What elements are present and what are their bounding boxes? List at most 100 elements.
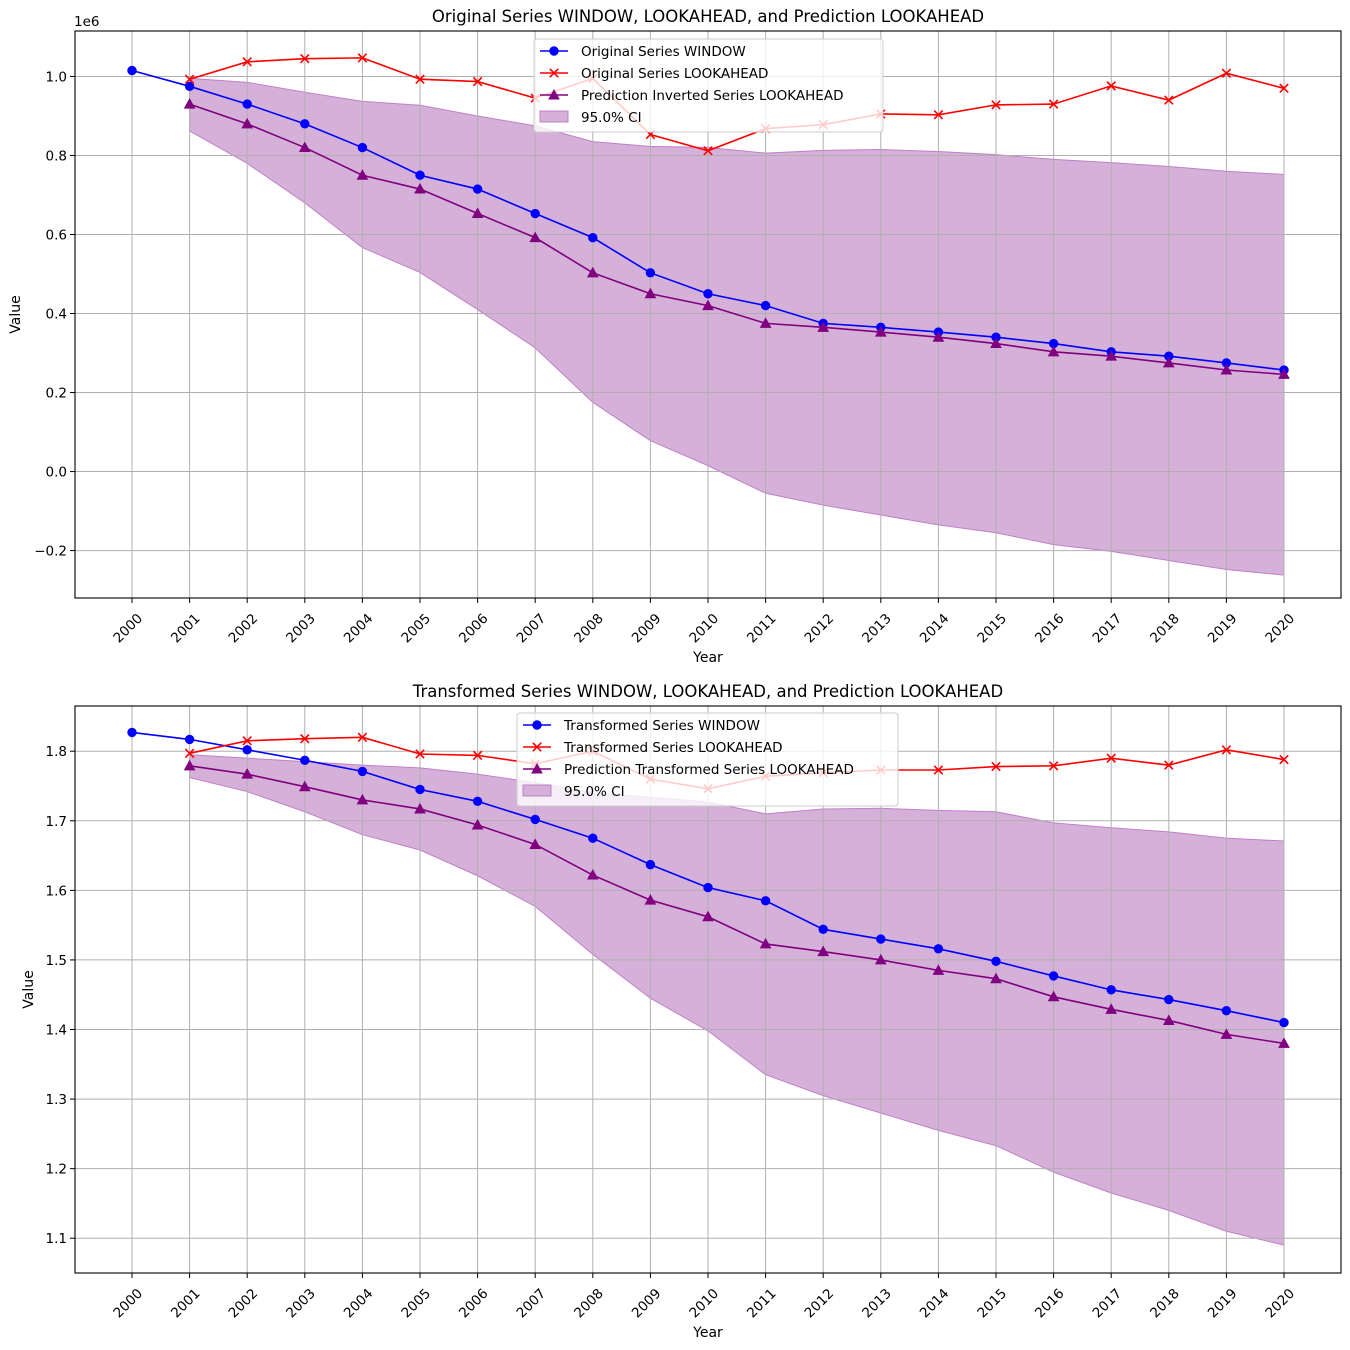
- x-tick-label: 2014: [917, 1286, 953, 1322]
- data-point-0: [184, 748, 195, 759]
- data-point-13: [933, 110, 944, 120]
- data-point-11: [760, 300, 771, 311]
- x-tick-label: 2003: [283, 611, 319, 647]
- x-tick-label: 2007: [514, 611, 550, 647]
- data-point-12: [874, 326, 887, 337]
- data-point-14: [990, 337, 1002, 349]
- legend-entry-4: 95.0% CI: [539, 110, 642, 126]
- chart-panel-2: Transformed Series WINDOW, LOOKAHEAD, an…: [21, 682, 1342, 1341]
- data-point-18: [1221, 68, 1232, 79]
- data-point-7: [530, 208, 540, 219]
- x-tick-label: 2014: [917, 611, 953, 647]
- data-point-3: [300, 119, 310, 129]
- legend-label: Original Series WINDOW: [581, 44, 746, 60]
- data-point-7: [586, 869, 599, 880]
- data-point-6: [472, 796, 483, 807]
- data-point-17: [1162, 1014, 1175, 1025]
- x-tick-label: 2009: [629, 611, 665, 647]
- x-tick-label: 2006: [456, 611, 492, 647]
- data-point-18: [1164, 994, 1174, 1005]
- data-point-16: [1105, 350, 1118, 361]
- confidence-band: [189, 754, 1285, 1246]
- series-original-series-lookahead: [184, 53, 1289, 156]
- confidence-band: [189, 77, 1285, 576]
- x-tick-label: 2001: [168, 1286, 204, 1322]
- x-tick-label: 2017: [1090, 1286, 1126, 1322]
- data-point-8: [588, 833, 598, 843]
- legend-entry-1: Original Series WINDOW: [540, 44, 746, 60]
- legend-label: Original Series LOOKAHEAD: [581, 66, 768, 82]
- data-point-14: [933, 944, 944, 954]
- data-point-20: [1279, 1017, 1289, 1028]
- data-point-15: [991, 956, 1001, 967]
- data-point-9: [702, 299, 714, 311]
- data-point-15: [1047, 990, 1060, 1002]
- data-point-10: [759, 937, 772, 949]
- x-tick-label: 2016: [1032, 611, 1068, 647]
- data-point-legend: [532, 720, 542, 730]
- data-point-19: [1279, 83, 1289, 94]
- data-point-12: [818, 924, 828, 935]
- y-tick-label: 0.2: [46, 386, 67, 402]
- data-point-0: [183, 759, 196, 771]
- legend-entry-2: Transformed Series LOOKAHEAD: [523, 740, 783, 756]
- data-point-5: [472, 750, 483, 761]
- y-tick-label: 0.6: [46, 227, 67, 243]
- legend: Transformed Series WINDOW Transformed Ser…: [516, 712, 899, 807]
- data-point-0: [183, 98, 196, 109]
- data-point-1: [184, 81, 195, 92]
- data-point-2: [242, 745, 252, 755]
- data-point-3: [356, 169, 369, 180]
- data-point-4: [415, 74, 425, 84]
- x-tick-label: 2009: [629, 1286, 665, 1322]
- x-tick-label: 2019: [1205, 1286, 1241, 1322]
- data-point-1: [241, 117, 254, 129]
- data-point-6: [529, 838, 542, 849]
- data-point-1: [184, 734, 195, 745]
- data-point-11: [817, 945, 830, 957]
- legend-label: 95.0% CI: [564, 784, 625, 800]
- legend-swatch: [539, 110, 569, 123]
- data-point-6: [529, 231, 542, 243]
- data-point-10: [759, 317, 772, 328]
- y-tick-label: 1.8: [46, 744, 67, 760]
- data-point-17: [1164, 95, 1174, 105]
- data-point-13: [932, 964, 945, 975]
- data-point-18: [1221, 745, 1232, 755]
- data-point-16: [1106, 753, 1116, 763]
- x-tick-label: 2015: [974, 611, 1010, 647]
- data-point-2: [298, 141, 311, 153]
- data-point-19: [1278, 1037, 1290, 1048]
- x-tick-label: 2005: [398, 1286, 434, 1322]
- data-point-17: [1162, 356, 1175, 368]
- data-point-legend: [549, 68, 559, 78]
- data-point-19: [1278, 368, 1290, 379]
- x-tick-label: 2000: [110, 611, 146, 647]
- x-tick-label: 2013: [859, 611, 895, 647]
- data-point-14: [991, 761, 1001, 772]
- y-tick-label: 1.5: [46, 953, 67, 969]
- data-point-9: [645, 268, 656, 278]
- data-point-3: [357, 53, 368, 63]
- legend-entry-2: Original Series LOOKAHEAD: [540, 66, 768, 82]
- data-point-17: [1164, 760, 1174, 770]
- data-point-0: [184, 74, 195, 84]
- x-tick-label: 2018: [1147, 611, 1183, 647]
- x-tick-label: 2020: [1262, 1286, 1298, 1322]
- data-point-14: [990, 972, 1002, 984]
- data-point-6: [472, 184, 483, 194]
- data-point-legend: [549, 46, 559, 56]
- data-point-10: [703, 289, 713, 299]
- y-tick-label: 0.0: [46, 465, 67, 481]
- data-point-9: [645, 859, 656, 870]
- data-point-18: [1220, 1028, 1233, 1039]
- x-tick-label: 2008: [571, 1286, 607, 1322]
- data-point-1: [241, 768, 254, 779]
- data-point-14: [991, 100, 1001, 110]
- data-point-3: [356, 793, 369, 805]
- x-tick-label: 2019: [1205, 611, 1241, 647]
- x-tick-label: 2010: [686, 1286, 722, 1322]
- x-tick-label: 2012: [802, 1286, 838, 1322]
- x-tick-label: 2001: [168, 611, 204, 647]
